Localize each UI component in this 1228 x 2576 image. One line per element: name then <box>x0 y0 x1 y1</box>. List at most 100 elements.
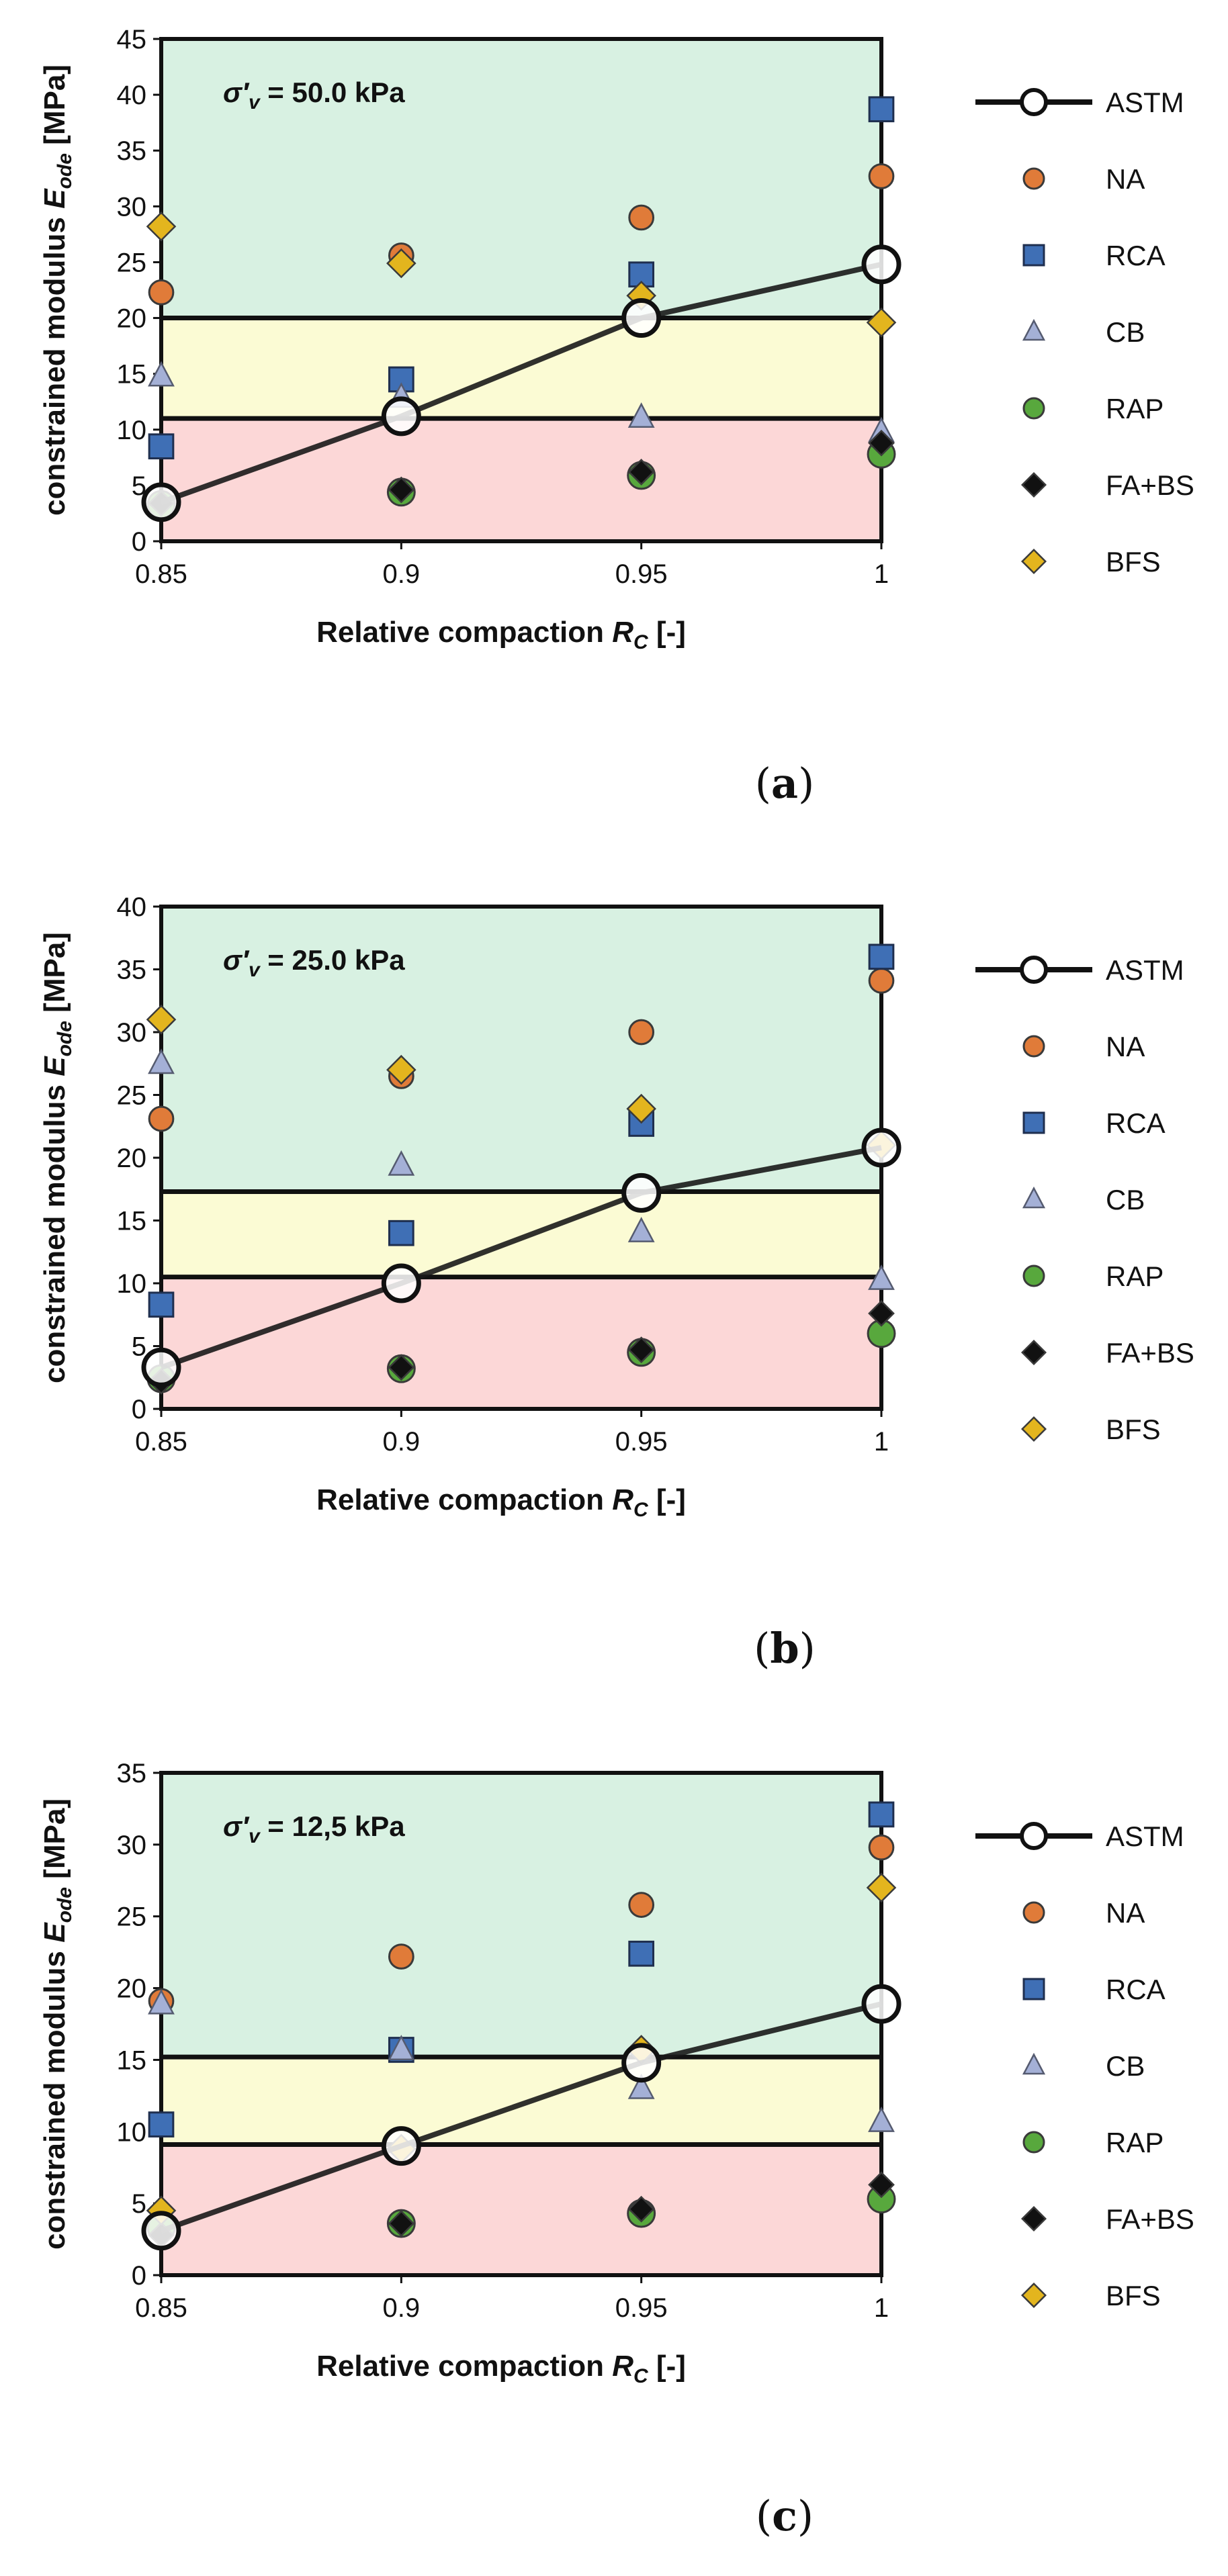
y-axis-title: constrained modulus Eode [MPa] <box>38 932 76 1383</box>
legend: ASTM NA RCA CB RAP FA+BS BFS <box>975 1821 1194 2311</box>
x-axis-title-subscript: C <box>633 631 649 653</box>
data-point-fa-bs <box>388 2210 415 2237</box>
data-point-rca <box>148 2111 175 2137</box>
astm-marker <box>861 244 902 285</box>
legend-label: ASTM <box>1106 87 1184 118</box>
legend-item-na: NA <box>1022 1031 1145 1062</box>
y-tick-label: 0 <box>132 527 146 557</box>
legend-item-rap: RAP <box>1022 1260 1164 1292</box>
data-point-bfs <box>866 307 897 338</box>
x-axis-title-text: Relative compaction <box>316 1483 612 1516</box>
x-tick-label: 0.85 <box>135 559 187 589</box>
legend-label: RCA <box>1106 1974 1166 2005</box>
legend-item-na: NA <box>1022 1897 1145 1929</box>
legend: ASTM NA RCA CB RAP FA+BS BFS <box>975 954 1194 1445</box>
data-point-bfs <box>386 1054 416 1085</box>
x-axis-title-unit: [-] <box>648 2350 686 2383</box>
data-point-fa-bs <box>388 1354 415 1381</box>
legend-item-fa-bs: FA+BS <box>1020 2203 1194 2235</box>
astm-trend-line <box>160 261 882 505</box>
legend-item-bfs: BFS <box>1020 1414 1161 1445</box>
y-axis-title-subscript: ode <box>54 1887 76 1923</box>
legend-marker <box>1022 1901 1045 1924</box>
stress-value: = 50.0 kPa <box>260 77 406 108</box>
zone-high <box>161 39 881 318</box>
x-axis-title-symbol: R <box>612 2350 633 2383</box>
data-point-bfs <box>866 1872 897 1903</box>
stress-value: = 25.0 kPa <box>260 944 406 976</box>
panel-label-open-paren: ( <box>756 2491 772 2540</box>
stress-subscript: v <box>249 959 261 981</box>
data-point-cb <box>148 361 175 387</box>
x-axis-title: Relative compaction RC [-] <box>316 616 686 653</box>
panel-label: (a) <box>755 759 815 808</box>
x-tick-label: 0.85 <box>135 1427 187 1457</box>
legend-marker <box>1020 548 1047 575</box>
panel-label: (c) <box>756 2491 814 2540</box>
y-axis-title-symbol: E <box>38 1922 71 1943</box>
legend-marker <box>1020 88 1048 116</box>
astm-marker <box>141 1347 181 1387</box>
panel-label-letter: b <box>770 1624 799 1673</box>
data-point-fa-bs <box>868 1299 895 1327</box>
data-point-na <box>388 1943 414 1970</box>
data-point-fa-bs <box>627 459 655 486</box>
stress-symbol: σ′ <box>223 1810 250 1842</box>
legend-item-fa-bs: FA+BS <box>1020 469 1194 501</box>
panel-label-open-paren: ( <box>754 1624 770 1673</box>
data-point-fa-bs <box>627 2195 655 2223</box>
data-point-na <box>148 279 175 306</box>
x-axis-title: Relative compaction RC [-] <box>316 2350 686 2387</box>
legend-label: CB <box>1106 1184 1145 1215</box>
legend-marker <box>1020 1339 1047 1366</box>
data-point-rca <box>868 96 895 123</box>
y-tick-label: 45 <box>117 25 147 54</box>
y-tick-label: 10 <box>117 416 147 445</box>
x-axis-title-symbol: R <box>612 616 633 649</box>
x-tick-label: 0.95 <box>615 559 668 589</box>
zone-low <box>161 1277 881 1409</box>
panel-label-letter: a <box>771 759 798 808</box>
zone-mid <box>161 1191 881 1277</box>
x-axis-title-subscript: C <box>633 2365 649 2387</box>
data-point-cb <box>627 1217 655 1242</box>
y-tick-label: 35 <box>117 1759 147 1788</box>
y-tick-label: 10 <box>117 2117 147 2147</box>
panel-label-close-paren: ) <box>797 2491 814 2540</box>
x-tick-label: 0.95 <box>615 1427 668 1457</box>
astm-marker <box>861 1128 902 1168</box>
legend-marker <box>1022 1035 1045 1058</box>
legend-marker <box>1020 1822 1048 1850</box>
legend-marker <box>1020 1416 1047 1442</box>
data-point-rca <box>868 944 895 970</box>
x-tick-label: 0.9 <box>383 2293 421 2323</box>
stress-symbol: σ′ <box>223 77 250 108</box>
x-axis-title-subscript: C <box>633 1499 649 1521</box>
legend-label: NA <box>1106 163 1145 195</box>
data-point-cb <box>148 1988 175 2015</box>
chart-panel-b: 0.85 0.9 0.95 10510152025303540constrained … <box>38 892 1194 1673</box>
legend-label: CB <box>1106 2050 1145 2082</box>
stress-annotation: σ′v = 50.0 kPa <box>223 77 405 113</box>
y-axis-title-symbol: E <box>38 188 71 209</box>
legend-marker <box>1022 1978 1045 2000</box>
y-tick-label: 15 <box>117 2045 147 2075</box>
data-point-rca <box>868 1801 895 1828</box>
legend-item-rca: RCA <box>1022 1107 1166 1139</box>
y-tick-label: 25 <box>117 248 147 277</box>
legend-item-na: NA <box>1022 163 1145 195</box>
data-point-cb <box>388 1150 415 1176</box>
astm-marker <box>381 396 421 436</box>
legend-marker <box>1022 167 1045 190</box>
x-axis-title-unit: [-] <box>648 1483 686 1516</box>
legend-label: BFS <box>1106 2280 1161 2311</box>
y-tick-label: 5 <box>132 1332 146 1362</box>
legend-item-cb: CB <box>1022 316 1145 348</box>
zone-low <box>161 418 881 541</box>
data-point-cb <box>627 2073 655 2099</box>
astm-marker <box>621 1172 662 1213</box>
y-tick-label: 0 <box>132 2261 146 2291</box>
y-tick-label: 35 <box>117 136 147 166</box>
stress-annotation: σ′v = 25.0 kPa <box>223 944 405 981</box>
